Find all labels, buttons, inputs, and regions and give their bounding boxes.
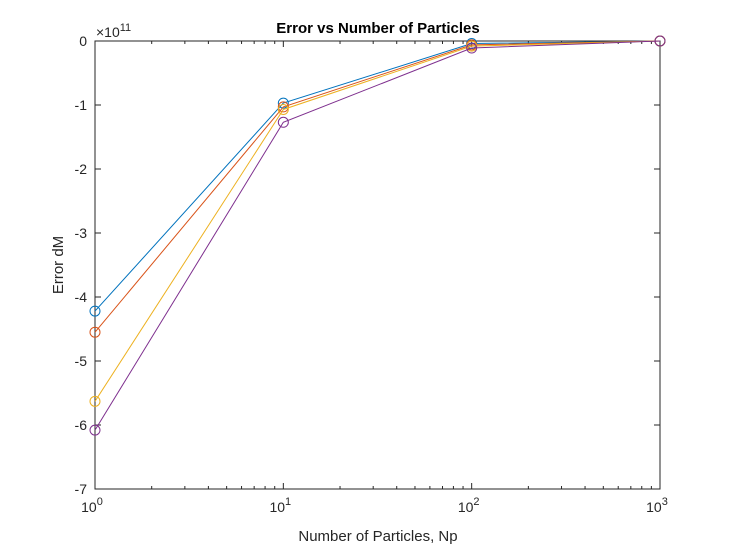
series-4-marker	[466, 42, 478, 54]
x-tick-label: 102	[458, 496, 480, 515]
x-tick-exp: 2	[473, 496, 479, 508]
series-4-marker	[89, 424, 101, 436]
series-line-1	[94, 40, 661, 312]
series-1-marker	[89, 305, 101, 317]
series-2-marker	[277, 101, 289, 113]
series-3-marker	[89, 395, 101, 407]
x-tick-exp: 0	[97, 496, 103, 508]
y-tick-label: -1	[75, 97, 88, 113]
x-tick-base: 10	[458, 499, 474, 515]
series-4-marker	[277, 116, 289, 128]
x-tick-base: 10	[81, 499, 97, 515]
x-tick-exp: 1	[285, 496, 291, 508]
series-2-marker	[89, 326, 101, 338]
series-3-marker	[277, 103, 289, 115]
y-exponent-label: ×1011	[96, 22, 131, 40]
x-tick-label: 103	[646, 496, 668, 515]
series-line-2	[94, 40, 661, 333]
y-tick-label: -4	[75, 289, 88, 305]
y-tick-label: -6	[75, 417, 88, 433]
series-line-4	[94, 40, 661, 431]
x-tick-base: 10	[646, 499, 662, 515]
y-exponent-prefix: ×10	[96, 24, 120, 40]
x-tick-exp: 3	[662, 496, 668, 508]
plot-area	[94, 40, 661, 490]
x-tick-base: 10	[269, 499, 285, 515]
series-line-3	[94, 40, 661, 402]
chart-title: Error vs Number of Particles	[276, 20, 479, 37]
y-exponent-power: 11	[120, 22, 131, 34]
x-axis-label: Number of Particles, Np	[298, 528, 457, 545]
y-tick-label: -3	[75, 225, 88, 241]
y-tick-label: -2	[75, 161, 88, 177]
y-tick-label: 0	[79, 33, 87, 49]
x-tick-label: 101	[269, 496, 291, 515]
series-1-marker	[277, 97, 289, 109]
axis-ticks	[94, 40, 661, 490]
y-tick-label: -7	[75, 481, 88, 497]
series-4-marker	[654, 35, 666, 47]
series-layer	[89, 35, 666, 436]
x-tick-label: 100	[81, 496, 103, 515]
y-axis-label: Error dM	[50, 236, 67, 294]
y-tick-label: -5	[75, 353, 88, 369]
